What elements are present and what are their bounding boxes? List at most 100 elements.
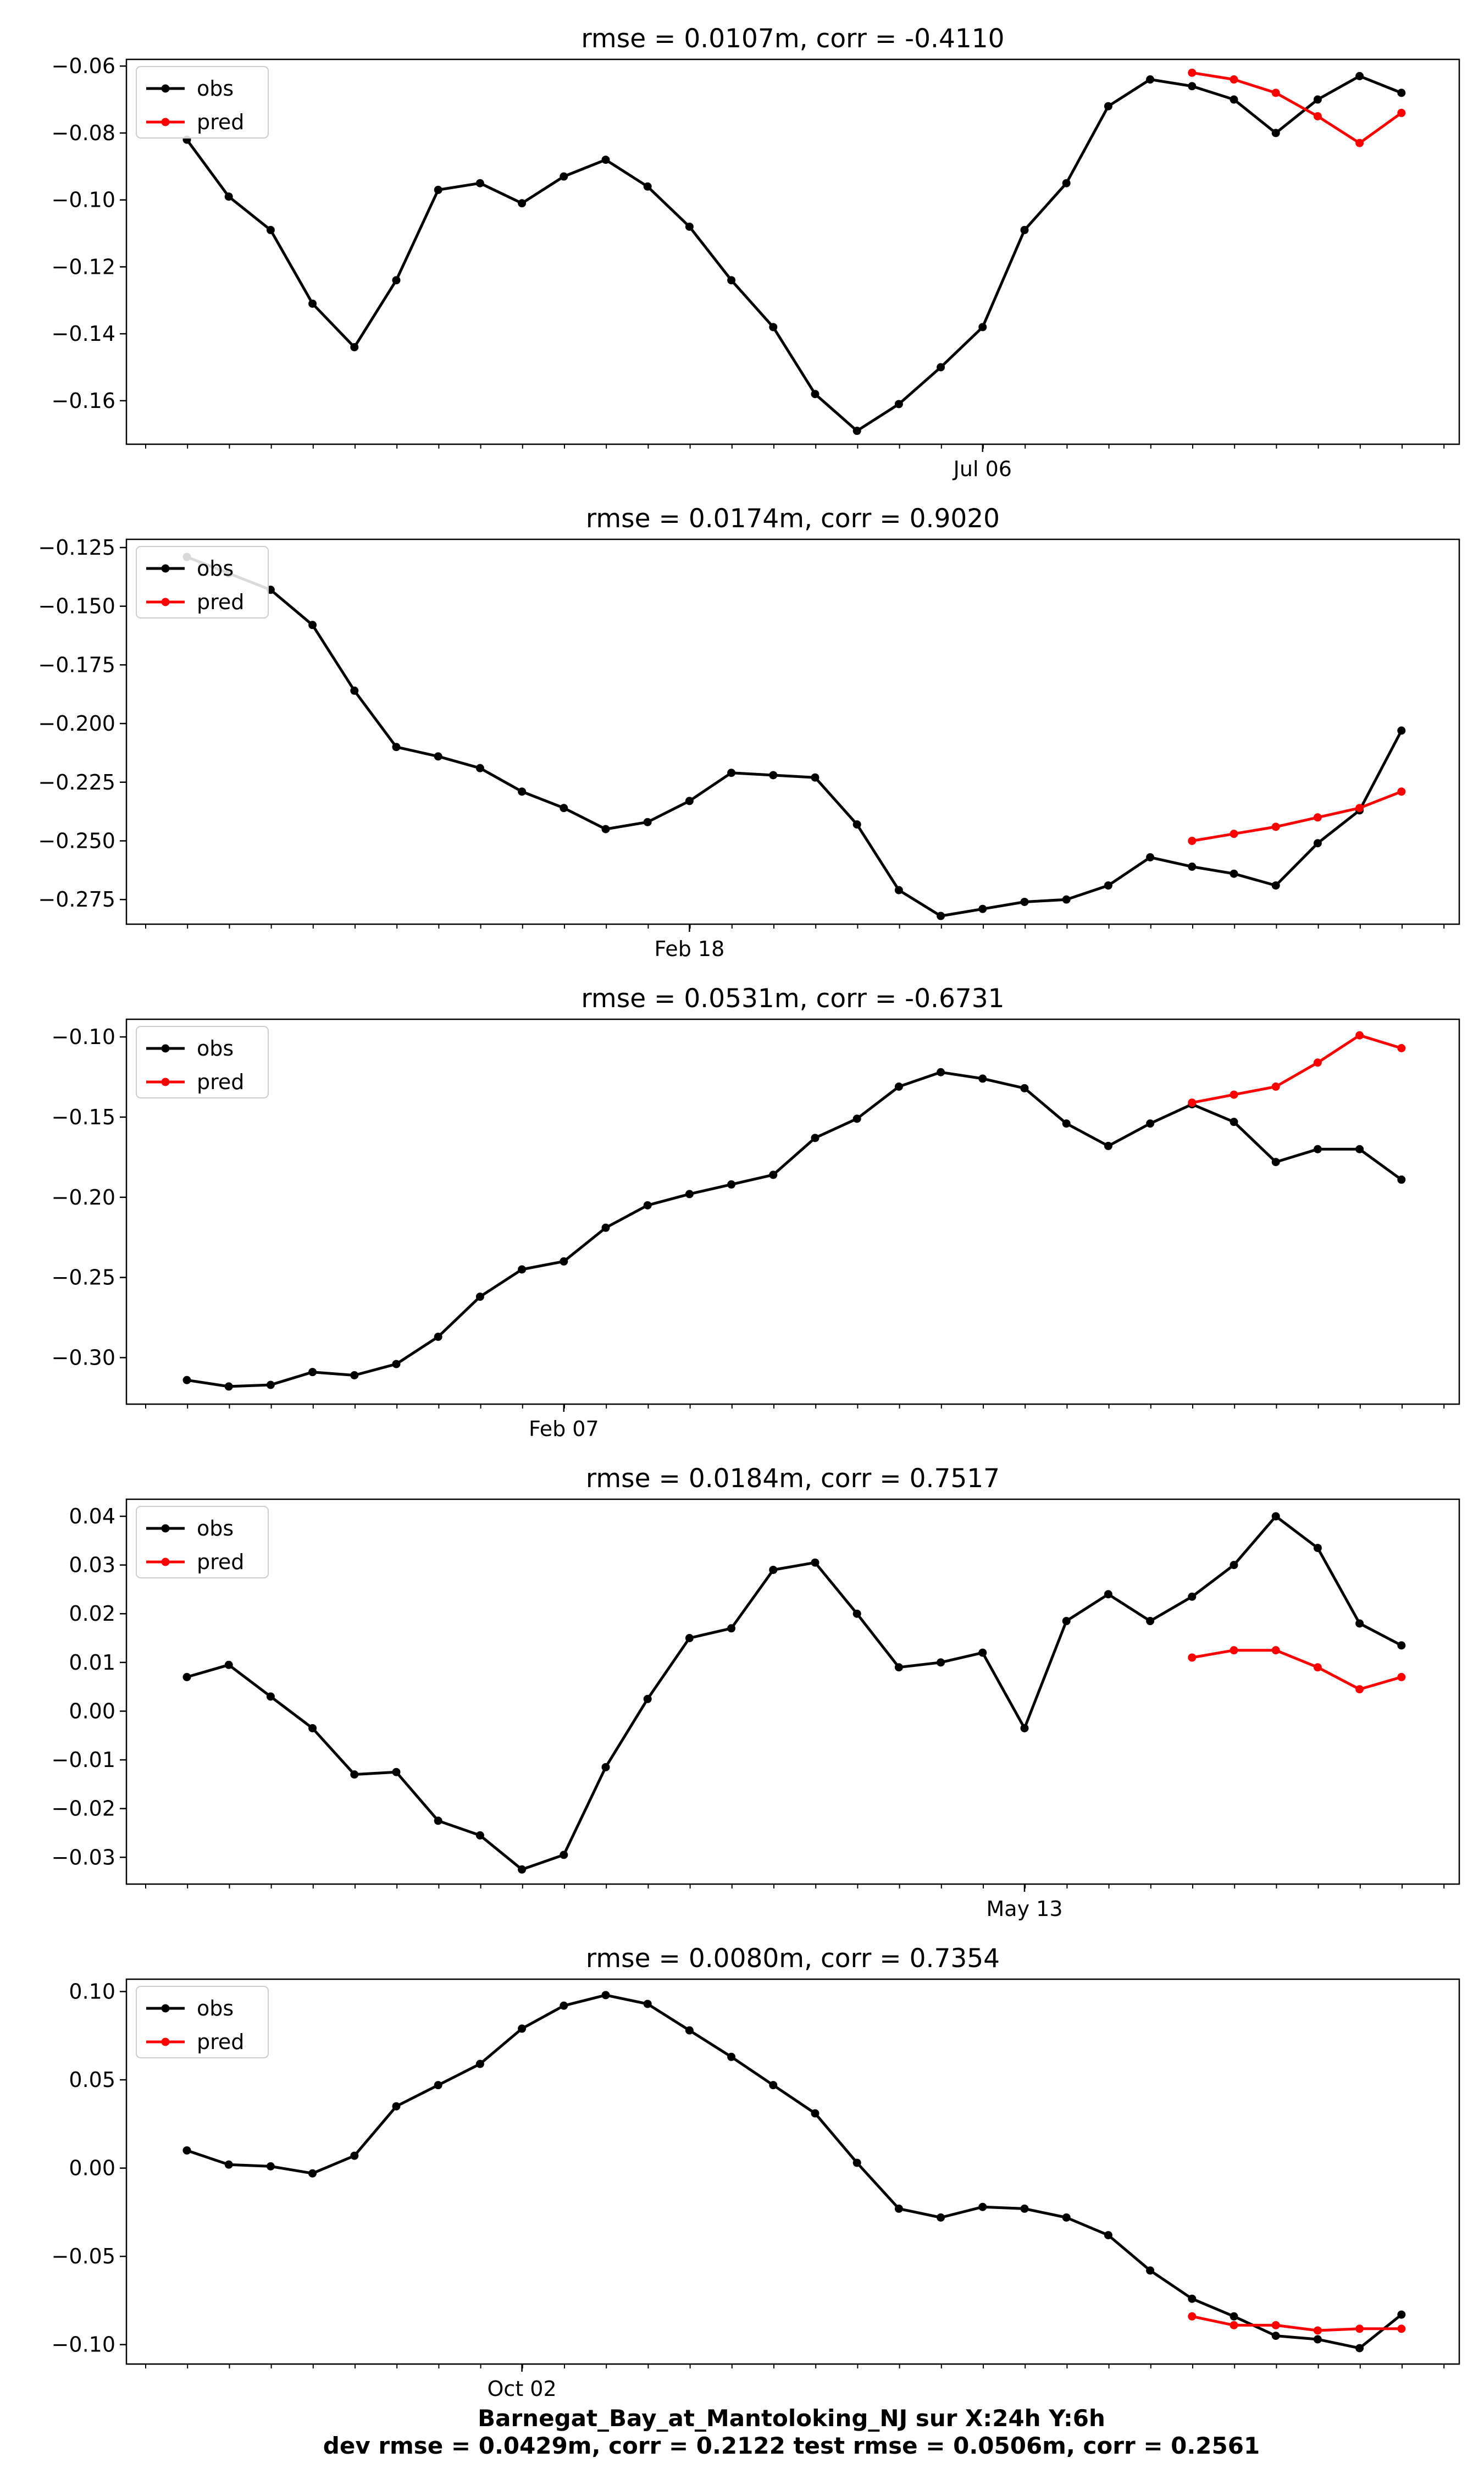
data-point-pred	[1355, 804, 1364, 813]
y-tick-label: 0.10	[69, 1979, 115, 2003]
data-point-pred	[1397, 1044, 1406, 1052]
y-tick-label: −0.10	[52, 1025, 115, 1049]
data-point-obs	[1397, 726, 1406, 735]
data-point-obs	[937, 1658, 945, 1667]
data-point-obs	[937, 1068, 945, 1076]
legend-label-pred: pred	[197, 590, 244, 614]
data-point-obs	[1230, 2312, 1238, 2321]
data-point-obs	[1355, 2344, 1364, 2352]
data-point-obs	[392, 743, 401, 752]
y-tick-label: −0.08	[52, 121, 115, 145]
data-point-pred	[1230, 75, 1238, 84]
legend-marker-obs	[161, 564, 170, 573]
data-point-pred	[1313, 2326, 1322, 2335]
chart-panel-3: rmse = 0.0531m, corr = -0.6731 −0.10 −0.15…	[52, 984, 1460, 1441]
y-tick-label: 0.00	[69, 2156, 115, 2180]
data-point-obs	[852, 1114, 861, 1123]
data-point-pred	[1230, 830, 1238, 838]
data-point-obs	[685, 1190, 694, 1199]
data-point-pred	[1397, 787, 1406, 796]
data-point-obs	[685, 1634, 694, 1643]
y-tick-label: −0.250	[38, 829, 115, 853]
y-tick-label: −0.05	[52, 2244, 115, 2268]
data-point-obs	[852, 820, 861, 829]
series-line-obs	[186, 1993, 1403, 2350]
chart-panel-4: rmse = 0.0184m, corr = 0.7517 0.04 0.03 0.0…	[52, 1464, 1460, 1921]
data-point-obs	[1104, 102, 1112, 111]
data-point-obs	[1271, 1512, 1280, 1521]
data-point-obs	[1104, 1141, 1112, 1150]
data-point-obs	[811, 1134, 819, 1142]
legend-label-obs: obs	[197, 76, 234, 101]
data-point-obs	[769, 771, 778, 780]
data-point-obs	[1146, 853, 1155, 862]
legend-box	[136, 1026, 269, 1098]
data-point-obs	[601, 1223, 610, 1232]
legend-label-pred: pred	[197, 1550, 244, 1574]
data-point-obs	[392, 1360, 401, 1368]
data-point-obs	[727, 769, 736, 777]
data-point-obs	[560, 804, 568, 813]
y-tick-label: 0.04	[69, 1504, 115, 1528]
data-point-pred	[1230, 2321, 1238, 2329]
data-point-pred	[1313, 813, 1322, 822]
x-tick-label: Oct 02	[488, 2377, 557, 2401]
data-point-obs	[643, 1201, 652, 1210]
data-point-pred	[1397, 2324, 1406, 2333]
data-point-obs	[266, 1380, 275, 1389]
data-point-obs	[894, 400, 903, 408]
y-tick-label: −0.12	[52, 255, 115, 279]
chart-panel-1: rmse = 0.0107m, corr = -0.4110 −0.06 −0.08…	[52, 24, 1460, 481]
data-point-obs	[1104, 881, 1112, 890]
data-point-obs	[685, 2026, 694, 2035]
data-point-obs	[978, 2202, 987, 2211]
data-point-obs	[1020, 1724, 1029, 1732]
data-point-obs	[811, 2109, 819, 2118]
data-point-obs	[1020, 2204, 1029, 2213]
data-point-obs	[1188, 862, 1197, 871]
data-point-obs	[1313, 95, 1322, 104]
legend-marker-obs	[161, 2004, 170, 2013]
data-point-obs	[601, 1763, 610, 1771]
data-point-obs	[852, 1609, 861, 1618]
data-point-pred	[1271, 1083, 1280, 1091]
data-point-obs	[727, 276, 736, 285]
data-point-obs	[1188, 1592, 1197, 1601]
legend-label-obs: obs	[197, 1516, 234, 1540]
data-point-obs	[1230, 1561, 1238, 1570]
panel-title: rmse = 0.0184m, corr = 0.7517	[586, 1464, 1000, 1494]
data-point-obs	[978, 904, 987, 913]
legend: obs pred	[136, 546, 269, 618]
data-point-obs	[601, 1991, 610, 2000]
data-point-obs	[1355, 1619, 1364, 1628]
series-line-pred	[1192, 790, 1402, 842]
data-point-obs	[937, 363, 945, 372]
data-point-obs	[350, 1371, 359, 1379]
data-point-obs	[1355, 71, 1364, 80]
y-tick-label: −0.125	[38, 535, 115, 560]
data-point-pred	[1188, 1653, 1197, 1662]
data-point-obs	[308, 299, 317, 308]
data-point-obs	[224, 1382, 233, 1391]
legend: obs pred	[136, 66, 269, 139]
data-point-obs	[1146, 1119, 1155, 1128]
data-point-obs	[182, 1672, 191, 1681]
data-point-obs	[475, 764, 484, 772]
data-point-obs	[224, 2160, 233, 2169]
data-point-obs	[601, 825, 610, 833]
data-point-obs	[643, 182, 652, 191]
legend-marker-pred	[161, 1558, 170, 1566]
panel-title: rmse = 0.0080m, corr = 0.7354	[586, 1943, 1000, 1974]
series-line-obs	[186, 1070, 1403, 1388]
data-point-obs	[601, 156, 610, 164]
data-point-pred	[1188, 836, 1197, 845]
data-point-obs	[350, 1770, 359, 1779]
x-tick-label: May 13	[987, 1897, 1063, 1921]
data-point-obs	[308, 1368, 317, 1377]
y-tick-label: 0.05	[69, 2068, 115, 2092]
legend-box	[136, 66, 269, 139]
data-point-obs	[894, 1083, 903, 1091]
data-point-obs	[1230, 95, 1238, 104]
data-point-obs	[1230, 1118, 1238, 1126]
